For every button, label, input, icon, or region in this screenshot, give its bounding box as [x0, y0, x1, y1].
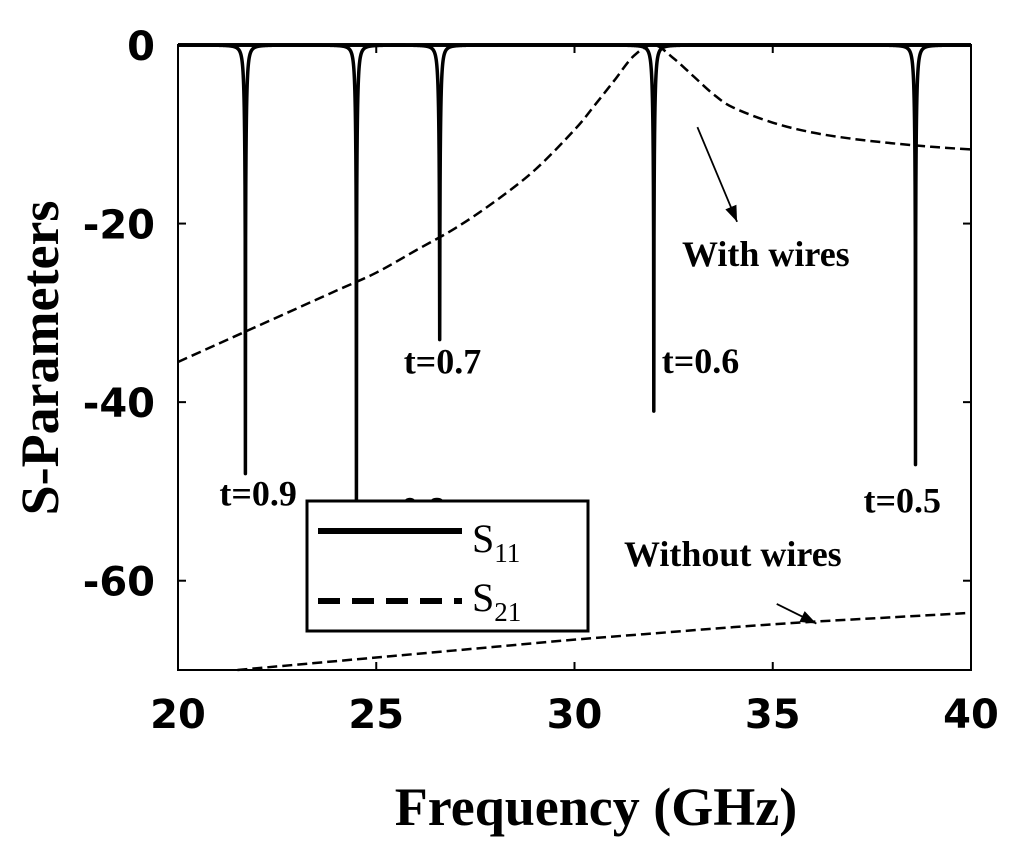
x-tick-label: 30 [547, 692, 603, 738]
annotation-arrow-head [799, 611, 817, 624]
y-tick-label: -20 [83, 203, 155, 249]
legend-s21-label: S21 [472, 575, 521, 627]
resonance-label: t=0.6 [662, 341, 740, 381]
resonance-label: t=0.5 [863, 481, 941, 521]
annotation-label: With wires [682, 234, 850, 274]
x-tick-labels: 20 25 30 35 40 [150, 692, 999, 738]
x-tick-label: 40 [943, 692, 999, 738]
axis-ticks [177, 44, 972, 670]
annotation-arrow-line [696, 126, 738, 223]
x-axis-title: Frequency (GHz) [395, 777, 797, 837]
y-tick-labels: 0 -20 -40 -60 [83, 24, 155, 606]
curve-annotations: With wires Without wires [624, 126, 850, 625]
legend-box [305, 499, 590, 633]
annotation-arrow-head [725, 204, 738, 222]
s21-curves [177, 43, 972, 672]
resonance-label: t=0.9 [219, 474, 297, 514]
annotation-label: Without wires [624, 534, 842, 574]
legend: S11 S21 [305, 499, 590, 633]
legend-s11-label: S11 [472, 516, 520, 568]
x-tick-label: 25 [348, 692, 404, 738]
y-tick-label: 0 [127, 24, 155, 70]
s21-with-wires-curve [177, 43, 972, 364]
y-axis-title: S-Parameters [10, 201, 70, 516]
y-tick-label: -60 [83, 560, 155, 606]
x-tick-label: 20 [150, 692, 206, 738]
resonance-label: t=0.7 [404, 342, 482, 382]
y-tick-label: -40 [83, 381, 155, 427]
s21-without-wires-curve [237, 611, 972, 672]
x-tick-label: 35 [745, 692, 801, 738]
